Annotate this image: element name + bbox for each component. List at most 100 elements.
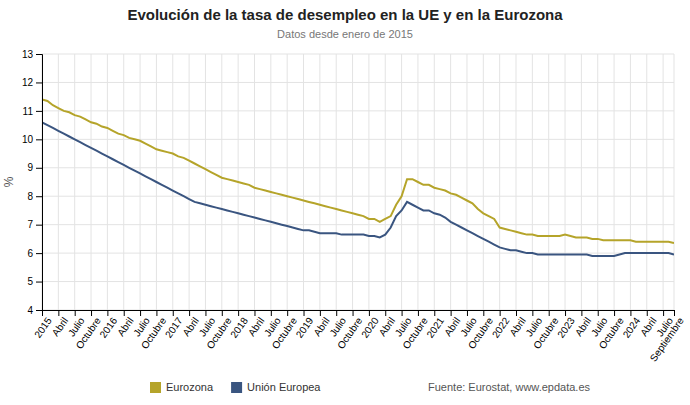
grid <box>42 54 674 310</box>
y-tick-label: 9 <box>27 162 33 173</box>
chart: Evolución de la tasa de desempleo en la … <box>0 0 690 405</box>
x-tick-label: Abril <box>50 315 70 338</box>
x-tick-mark <box>385 310 386 316</box>
x-tick-mark <box>353 310 354 316</box>
x-tick-mark <box>189 310 190 316</box>
x-tick: 2018 <box>228 310 250 340</box>
x-axis-line <box>43 311 675 317</box>
plot: 456789101112132015AbrilJulioOctubre2016A… <box>22 49 686 364</box>
grid-line-x <box>205 54 206 310</box>
x-tick-mark <box>222 310 223 316</box>
x-tick-label: Abril <box>377 315 397 338</box>
grid-line-x <box>646 54 647 310</box>
y-tick-mark <box>36 82 42 83</box>
x-tick-label: 2016 <box>97 315 119 340</box>
x-tick-mark <box>663 310 664 316</box>
x-tick-mark <box>173 310 174 316</box>
grid-line-x <box>630 54 631 310</box>
y-tick-mark <box>36 310 42 311</box>
x-tick-label: 2018 <box>228 315 250 340</box>
grid-line-x <box>303 54 304 310</box>
y-axis-title: % <box>2 176 16 187</box>
grid-line-x <box>434 54 435 310</box>
grid-line-y <box>42 54 674 55</box>
x-tick: 2015 <box>32 310 54 340</box>
grid-line-x <box>385 54 386 310</box>
x-tick: 2023 <box>555 310 577 340</box>
x-tick: 2024 <box>621 310 643 340</box>
x-tick-label: 2017 <box>163 315 185 340</box>
title: Evolución de la tasa de desempleo en la … <box>127 6 563 23</box>
grid-line-x <box>674 54 675 310</box>
y-tick-mark <box>36 168 42 169</box>
grid-line-x <box>352 54 353 310</box>
x-tick-mark <box>42 310 43 316</box>
x-tick-label: 2022 <box>490 315 512 340</box>
y-tick-mark <box>36 111 42 112</box>
x-tick-mark <box>254 310 255 316</box>
y-tick-label: 13 <box>22 49 34 60</box>
y-tick: 12 <box>22 77 42 88</box>
y-axis-line <box>36 55 43 311</box>
x-tick: 2017 <box>163 310 185 340</box>
y-tick-mark <box>36 225 42 226</box>
x-tick-mark <box>402 310 403 316</box>
y-axis: 45678910111213 <box>22 49 43 316</box>
x-tick-mark <box>674 310 675 316</box>
x-tick-mark <box>630 310 631 316</box>
x-tick: Septiembre <box>648 310 687 364</box>
grid-line-y <box>42 82 674 83</box>
grid-line-x <box>336 54 337 310</box>
x-tick-mark <box>320 310 321 316</box>
y-tick-label: 8 <box>27 191 33 202</box>
y-tick-mark <box>36 54 42 55</box>
grid-line-x <box>221 54 222 310</box>
legend-item: Eurozona <box>150 381 214 393</box>
x-tick: 2020 <box>359 310 381 340</box>
x-tick-mark <box>271 310 272 316</box>
grid-line-y <box>42 196 674 197</box>
y-tick: 10 <box>22 134 42 145</box>
grid-line-x <box>565 54 566 310</box>
series-line <box>42 122 674 256</box>
x-axis: 2015AbrilJulioOctubre2016AbrilJulioOctub… <box>32 310 686 364</box>
source-note: Fuente: Eurostat, www.epdata.es <box>428 381 591 393</box>
grid-line-y <box>42 281 674 282</box>
grid-line-x <box>466 54 467 310</box>
grid-line-x <box>58 54 59 310</box>
y-tick-label: 12 <box>22 77 34 88</box>
grid-line-x <box>74 54 75 310</box>
x-tick-mark <box>532 310 533 316</box>
x-tick: 2022 <box>490 310 512 340</box>
x-tick-mark <box>418 310 419 316</box>
grid-line-x <box>532 54 533 310</box>
x-tick-mark <box>91 310 92 316</box>
y-tick: 11 <box>23 106 42 117</box>
grid-line-y <box>42 224 674 225</box>
grid-line-x <box>663 54 664 310</box>
x-tick-mark <box>124 310 125 316</box>
y-tick: 8 <box>27 191 42 202</box>
x-tick-mark <box>107 310 108 316</box>
x-tick-mark <box>304 310 305 316</box>
grid-line-x <box>140 54 141 310</box>
subtitle: Datos desde enero de 2015 <box>277 28 413 40</box>
x-tick-label: 2024 <box>621 315 643 340</box>
y-tick: 9 <box>27 162 42 173</box>
x-tick: 2021 <box>424 310 446 340</box>
grid-line-x <box>499 54 500 310</box>
legend-label: Eurozona <box>166 381 214 393</box>
x-tick-label: Abril <box>180 315 200 338</box>
y-tick-mark <box>36 196 42 197</box>
x-tick-label: Abril <box>246 315 266 338</box>
x-tick-label: 2020 <box>359 315 381 340</box>
y-tick: 13 <box>22 49 42 60</box>
grid-line-x <box>401 54 402 310</box>
y-tick-label: 10 <box>22 134 34 145</box>
grid-line-y <box>42 167 674 168</box>
grid-line-x <box>581 54 582 310</box>
y-tick: 6 <box>27 248 42 259</box>
y-tick-label: 4 <box>27 305 33 316</box>
x-tick-mark <box>467 310 468 316</box>
grid-line-y <box>42 253 674 254</box>
